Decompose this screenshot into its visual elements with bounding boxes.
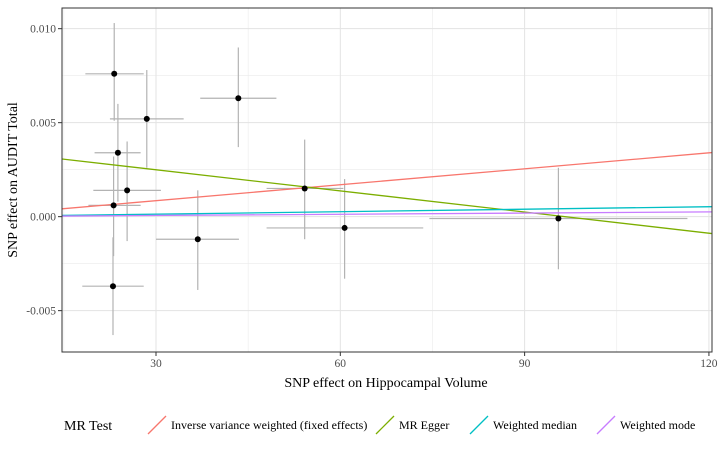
regression-line-mr-egger [62, 158, 712, 235]
data-point [124, 187, 131, 194]
x-tick-label: 120 [700, 358, 718, 370]
y-tick-label: 0.000 [30, 212, 56, 224]
legend-label: Weighted median [493, 418, 577, 432]
legend-label: MR Egger [399, 418, 449, 432]
grid-lines [62, 8, 712, 352]
data-point [111, 70, 118, 77]
data-point [143, 115, 150, 122]
legend-label: Weighted mode [620, 418, 695, 432]
legend-key-line [596, 415, 616, 435]
y-tick-label: 0.005 [30, 118, 56, 130]
x-tick-label: 60 [335, 358, 347, 370]
x-axis-title: SNP effect on Hippocampal Volume [284, 376, 487, 391]
regression-line-weighted-median [62, 206, 712, 217]
data-point [109, 283, 116, 290]
regression-lines [62, 151, 712, 235]
y-axis-title: SNP effect on AUDIT Total [6, 102, 21, 258]
plot-panel [61, 7, 713, 353]
data-point [114, 149, 121, 156]
legend-key-line [469, 415, 489, 435]
data-point [235, 95, 242, 102]
data-point [341, 224, 348, 231]
legend-key-line [375, 415, 395, 435]
legend-key-line [147, 415, 167, 435]
legend-title: MR Test [64, 419, 112, 434]
plot-content [62, 23, 712, 336]
x-tick-label: 90 [519, 358, 531, 370]
x-axis-ticks: 30 60 90 120 [150, 352, 718, 370]
data-point [194, 236, 201, 243]
data-point [555, 215, 562, 222]
panel-border [61, 7, 713, 353]
data-points [109, 70, 562, 290]
y-axis-ticks: -0.005 0.000 0.005 0.010 [26, 24, 62, 318]
data-point [301, 185, 308, 192]
x-tick-label: 30 [150, 358, 162, 370]
data-point [110, 202, 117, 209]
legend-label: Inverse variance weighted (fixed effects… [171, 418, 367, 432]
y-tick-label: -0.005 [26, 306, 56, 318]
legend: MR Test Inverse variance weighted (fixed… [64, 415, 695, 435]
regression-line-weighted-mode [62, 211, 712, 217]
y-tick-label: 0.010 [30, 24, 56, 36]
regression-line-inverse-variance-weighted-fixed-effects [62, 151, 712, 210]
